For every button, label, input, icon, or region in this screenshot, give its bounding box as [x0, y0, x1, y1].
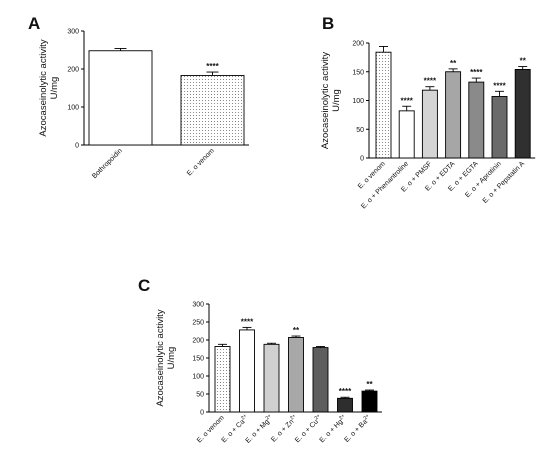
significance-label: ****: [470, 68, 483, 77]
significance-label: ****: [241, 317, 254, 326]
y-axis-title: Azocaseinolytic activity: [38, 39, 49, 136]
y-tick-label: 150: [352, 69, 364, 76]
bar: [337, 397, 353, 413]
y-tick-label: 0: [360, 156, 364, 163]
panel-a: A 0 100 200 300 Azocaseinolytic activity U/mg B…: [28, 14, 249, 180]
y-axis-unit: U/mg: [166, 347, 177, 370]
y-tick-label: 200: [192, 338, 204, 345]
bar: [239, 329, 255, 413]
y-tick-label: 50: [356, 127, 364, 134]
category-label: E. o + Ba2+: [342, 413, 373, 444]
y-tick-label: 100: [67, 105, 79, 112]
bar: [421, 89, 438, 159]
significance-label: **: [520, 57, 527, 66]
y-axis-title: Azocaseinolytic activity: [155, 309, 166, 406]
y-tick-label: 0: [75, 143, 79, 150]
bar: [263, 343, 280, 413]
significance-label: **: [450, 59, 457, 68]
bar: [468, 81, 485, 159]
bar: [398, 110, 415, 159]
bar: [88, 50, 153, 146]
bar: [361, 390, 378, 413]
bar: [445, 71, 462, 159]
y-tick-label: 300: [192, 302, 204, 309]
significance-label: ****: [493, 81, 506, 90]
panel-b: B 0 50 100 150 200 Azocaseinolytic activity U/m…: [320, 14, 536, 210]
y-axis-unit: U/mg: [49, 77, 60, 100]
category-label: E. o + Pepstatin A: [482, 160, 527, 205]
panel-letter: A: [28, 14, 40, 33]
panel-letter: B: [322, 14, 334, 33]
y-tick-label: 50: [196, 392, 204, 399]
y-tick-label: 150: [192, 356, 204, 363]
y-tick-label: 100: [352, 98, 364, 105]
bar: [491, 96, 508, 159]
y-tick-label: 200: [352, 41, 364, 48]
significance-label: ****: [424, 77, 437, 86]
bar: [288, 337, 304, 413]
significance-label: ****: [206, 62, 219, 71]
y-tick-label: 0: [200, 410, 204, 417]
category-label: E. o venom: [186, 147, 216, 177]
category-label: Bothropoidin: [91, 147, 124, 180]
y-tick-label: 200: [67, 67, 79, 74]
bar: [214, 346, 231, 413]
bar: [180, 75, 245, 146]
y-tick-label: 300: [67, 29, 79, 36]
y-axis-title: Azocaseinolytic activity: [320, 52, 331, 149]
bar: [375, 51, 392, 159]
panel-c: C 0 50 100 150 200 250 300 Azocaseinolytic activ…: [138, 276, 382, 445]
y-tick-label: 250: [192, 320, 204, 327]
significance-label: **: [366, 380, 373, 389]
panel-letter: C: [138, 276, 150, 295]
significance-label: **: [293, 326, 300, 335]
y-axis-unit: U/mg: [331, 89, 342, 112]
significance-label: ****: [400, 96, 413, 105]
bar: [312, 347, 329, 413]
bar: [514, 68, 531, 159]
significance-label: ****: [339, 387, 352, 396]
y-tick-label: 100: [192, 374, 204, 381]
